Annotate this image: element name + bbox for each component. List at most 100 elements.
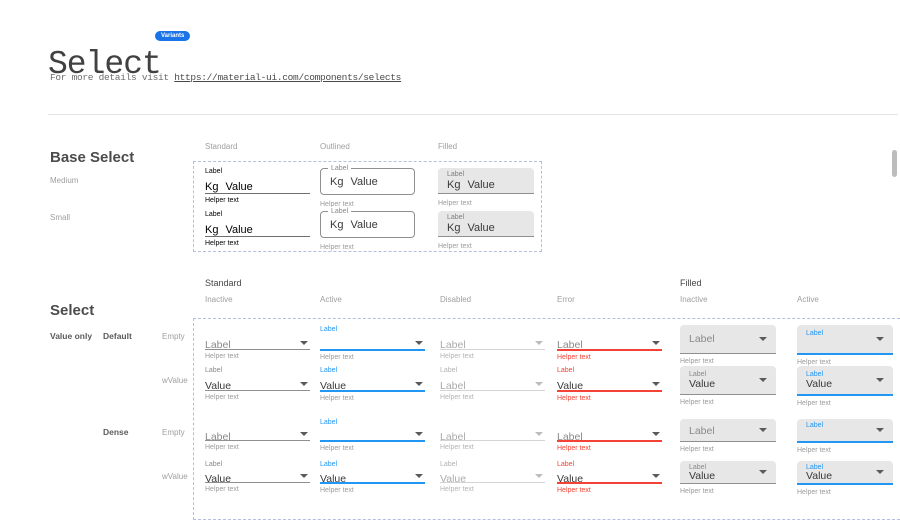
select-value: Value	[467, 222, 495, 234]
dropdown-arrow-icon	[876, 337, 884, 341]
select-control[interactable]: Label Kg Value	[320, 207, 415, 238]
float-label: Label	[320, 367, 338, 374]
select-value: Value	[557, 473, 584, 485]
row-type-label: Default	[103, 331, 132, 341]
helper-text: Helper text	[205, 394, 239, 401]
select-control[interactable]: Value	[440, 469, 545, 485]
dropdown-arrow-icon	[759, 428, 767, 432]
select-control[interactable]: Label	[797, 325, 893, 355]
select-control[interactable]: Label Value	[797, 461, 893, 485]
select-value-row: Kg Value	[205, 224, 253, 236]
select-control[interactable]: Kg Value	[205, 220, 310, 237]
helper-text: Helper text	[320, 201, 354, 208]
select-control[interactable]: Label	[680, 325, 776, 354]
column-header-standard-error: Error	[557, 295, 575, 304]
select-control[interactable]	[320, 335, 425, 351]
dropdown-arrow-icon	[535, 382, 543, 386]
dropdown-arrow-icon	[876, 378, 884, 382]
row-variant-label: Empty	[162, 332, 185, 341]
select-control[interactable]: Label	[797, 419, 893, 443]
helper-text: Helper text	[205, 444, 239, 451]
select-control[interactable]: Value	[557, 376, 662, 392]
select-control[interactable]: Label	[205, 335, 310, 351]
select-control[interactable]: Label	[440, 376, 545, 392]
float-label: Label	[557, 367, 575, 374]
helper-text: Helper text	[557, 487, 591, 494]
select-value-row: Kg Value	[205, 181, 253, 193]
select-cell-standard-error-empty: Label Helper text	[557, 325, 662, 361]
select-control[interactable]: Label	[440, 427, 545, 443]
base-select-standard-small: Label Kg Value Helper text	[205, 209, 310, 247]
float-label: Label	[320, 326, 338, 333]
select-value: Value	[225, 224, 253, 236]
float-label: Label	[328, 164, 352, 173]
row-variant-label: wValue	[162, 472, 188, 481]
select-control[interactable]: Label	[557, 427, 662, 443]
helper-text: Helper text	[797, 400, 831, 407]
select-value: Label	[440, 431, 466, 443]
dropdown-arrow-icon	[652, 432, 660, 436]
vertical-scrollbar-thumb[interactable]	[892, 150, 897, 177]
dropdown-arrow-icon	[652, 382, 660, 386]
variants-badge: Variants	[155, 31, 191, 41]
float-label: Label	[320, 461, 338, 468]
helper-text: Helper text	[320, 395, 354, 402]
select-control[interactable]: Kg Value	[205, 177, 310, 194]
select-cell-standard-error-dense-empty: Label Helper text	[557, 419, 662, 452]
select-control[interactable]: Label Value	[680, 366, 776, 395]
select-control[interactable]: Label	[440, 335, 545, 351]
select-value: Label	[440, 380, 466, 392]
float-label: Label	[205, 168, 223, 175]
float-label: Label	[689, 371, 707, 378]
column-header-standard: Standard	[205, 142, 238, 151]
dropdown-arrow-icon	[652, 341, 660, 345]
helper-text: Helper text	[797, 359, 831, 366]
select-control[interactable]: Value	[320, 376, 425, 392]
select-control[interactable]: Label	[557, 335, 662, 351]
select-control[interactable]: Label Kg Value	[320, 164, 415, 195]
select-control[interactable]: Value	[205, 376, 310, 392]
select-value: Value	[320, 473, 347, 485]
section-divider	[48, 114, 898, 115]
select-control[interactable]: Label Value	[680, 461, 776, 484]
helper-text: Helper text	[680, 399, 714, 406]
value-adornment: Kg	[330, 176, 344, 188]
select-value: Value	[806, 378, 833, 390]
float-label: Label	[440, 461, 458, 468]
helper-text: Helper text	[557, 395, 591, 402]
select-value: Value	[205, 473, 232, 485]
select-control[interactable]: Value	[320, 469, 425, 485]
select-control[interactable]: Label Kg Value	[438, 211, 534, 237]
page-title: Select	[48, 46, 162, 84]
dropdown-arrow-icon	[535, 432, 543, 436]
column-header-standard-disabled: Disabled	[440, 295, 472, 304]
base-select-filled-medium: Label Kg Value Helper text	[438, 168, 534, 207]
select-control[interactable]: Label Kg Value	[438, 168, 534, 194]
select-value-row: Kg Value	[447, 222, 495, 235]
select-control[interactable]: Value	[557, 469, 662, 485]
select-cell-standard-error-dense-wvalue: Label Value Helper text	[557, 461, 662, 494]
select-heading: Select	[50, 302, 95, 320]
select-cell-standard-disabled-empty: Label Helper text	[440, 325, 545, 360]
select-control[interactable]	[320, 427, 425, 442]
select-value: Value	[225, 181, 253, 193]
dropdown-arrow-icon	[876, 470, 884, 474]
dropdown-arrow-icon	[415, 432, 423, 436]
helper-text: Helper text	[205, 240, 239, 247]
select-value: Label	[557, 339, 583, 351]
helper-text: Helper text	[438, 200, 472, 207]
select-value: Value	[350, 176, 378, 188]
helper-text: Helper text	[797, 489, 831, 496]
dropdown-arrow-icon	[300, 341, 308, 345]
value-adornment: Kg	[330, 219, 344, 231]
material-ui-link[interactable]: https://material-ui.com/components/selec…	[174, 72, 402, 83]
dropdown-arrow-icon	[652, 474, 660, 478]
select-control[interactable]: Label	[680, 419, 776, 442]
select-control[interactable]: Label	[205, 427, 310, 443]
select-control[interactable]: Value	[205, 469, 310, 485]
float-label	[557, 325, 662, 335]
select-value: Label	[205, 339, 231, 351]
row-type-label: Dense	[103, 427, 129, 437]
select-control[interactable]: Label Value	[797, 366, 893, 396]
row-label-small: Small	[50, 213, 71, 222]
